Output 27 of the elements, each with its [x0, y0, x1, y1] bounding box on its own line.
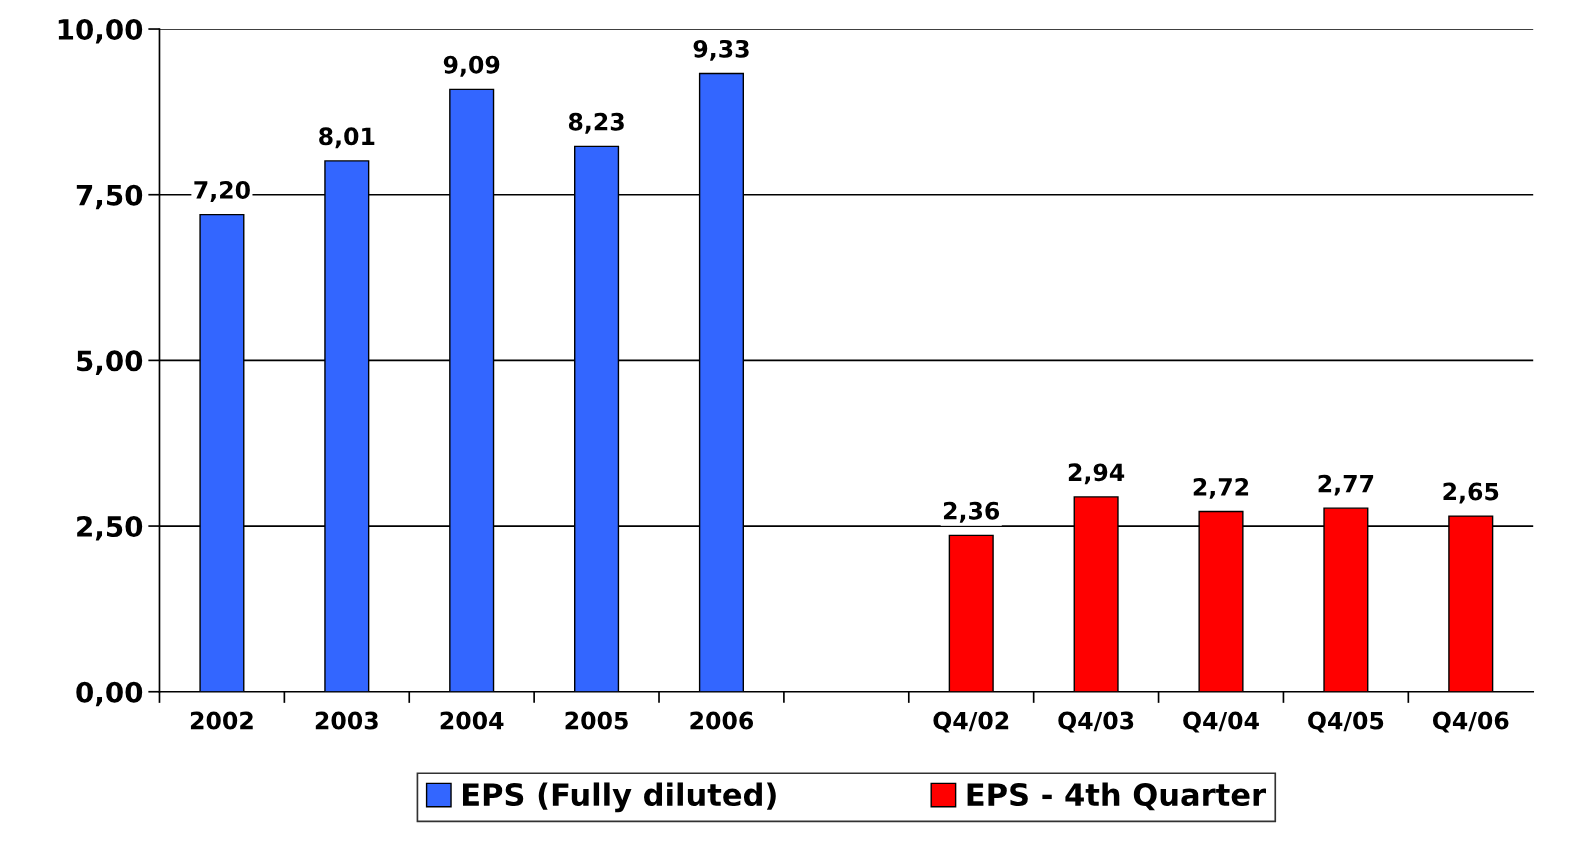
- x-tick-label: Q4/04: [1183, 711, 1259, 733]
- legend-label: EPS (Fully diluted): [463, 782, 776, 813]
- x-tick-label: 2004: [440, 711, 504, 730]
- x-tick-label: 2003: [315, 711, 378, 730]
- x-tick-label: 2006: [690, 711, 754, 730]
- y-tick-label: 2,50: [77, 516, 143, 541]
- x-tick-label: 2002: [190, 711, 253, 730]
- data-label: 7,20: [194, 181, 250, 202]
- y-tick-label: 0,00: [76, 681, 143, 707]
- x-tick-label: 2005: [565, 711, 628, 730]
- data-label: 8,01: [319, 127, 375, 149]
- data-label: 2,65: [1443, 482, 1499, 504]
- data-label: 9,09: [443, 55, 500, 77]
- y-tick-label: 5,00: [77, 350, 143, 375]
- x-tick-label: Q4/02: [933, 711, 1009, 733]
- x-tick-label: Q4/06: [1432, 711, 1509, 733]
- data-label: 8,23: [568, 112, 624, 134]
- y-tick-label: 10,00: [58, 18, 143, 44]
- x-tick-label: Q4/05: [1308, 711, 1384, 733]
- legend-label: EPS - 4th Quarter: [967, 782, 1267, 811]
- y-tick-label: 7,50: [76, 184, 143, 210]
- x-tick-label: Q4/03: [1058, 711, 1134, 733]
- data-label: 2,72: [1193, 477, 1249, 499]
- data-label: 2,77: [1318, 474, 1374, 496]
- data-label: 2,94: [1068, 463, 1125, 485]
- data-label: 9,33: [693, 39, 749, 61]
- data-label: 2,36: [943, 501, 1000, 523]
